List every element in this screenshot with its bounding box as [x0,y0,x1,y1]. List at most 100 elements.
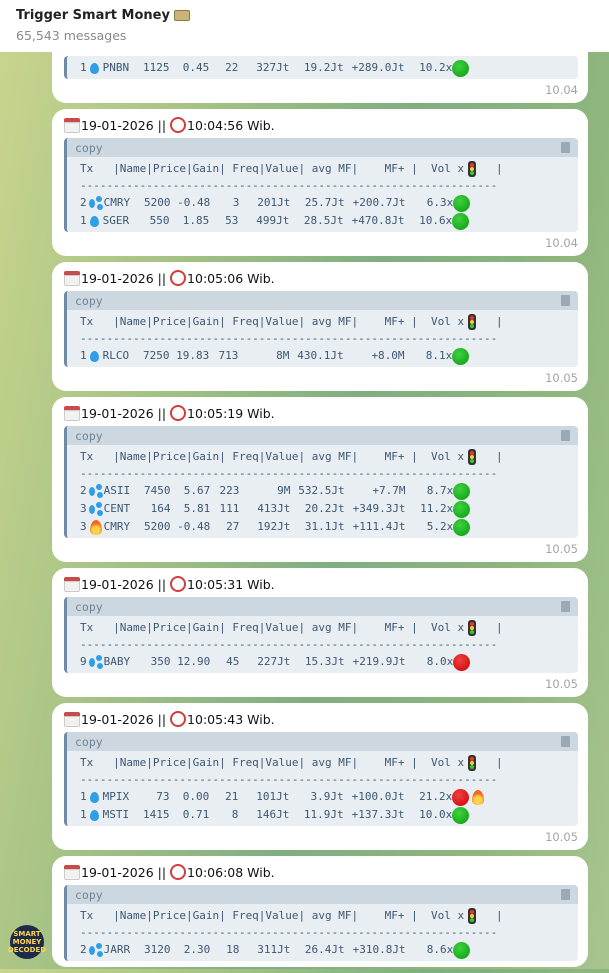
copy-bar[interactable]: copy [67,597,578,616]
copy-label: copy [75,599,103,614]
row-price: 350 [150,655,171,668]
copy-label: copy [75,887,103,902]
row-vol: 10.6x [419,214,453,227]
red-circle-icon [453,653,471,671]
table-row: 1 RLCO 7250 19.83 713 8M 430.1Jt +8.0M 8.1x [80,347,578,365]
row-mf: +349.3Jt [352,502,406,515]
row-mf: +289.0Jt [351,61,405,74]
calendar-icon [64,864,80,880]
row-gain: 0.71 [182,808,210,821]
row-freq: 3 [232,196,240,209]
row-tx: 2 [80,196,87,209]
droplet-icon [89,350,99,362]
table-header: Tx |Name|Price|Gain| Freq|Value| avg MF|… [80,907,578,925]
alarm-clock-icon [170,711,187,727]
copy-icon[interactable] [561,889,570,900]
row-name: CMRY [103,196,131,209]
message-time: 10.04 [545,83,578,97]
channel-avatar[interactable]: SMART MONEY DECODED [8,925,46,959]
copy-bar[interactable]: copy [67,138,578,157]
row-mf: +219.9Jt [352,655,406,668]
row-tx: 3 [80,502,87,515]
row-value: 8M [276,349,290,362]
droplet-icon [89,62,99,74]
header-text: Tx |Name|Price|Gain| Freq|Value| avg MF|… [80,756,465,769]
copy-bar[interactable]: copy [67,291,578,310]
table-header: Tx |Name|Price|Gain| Freq|Value| avg MF|… [80,313,578,331]
header-end: | [476,450,503,463]
code-block: copy Tx |Name|Price|Gain| Freq|Value| avg… [64,732,578,826]
row-tx: 3 [80,520,87,533]
header-end: | [476,162,503,175]
row-avg: 430.1Jt [297,349,344,362]
row-vol: 5.2x [426,520,454,533]
message-clock: 10:05:06 Wib. [187,270,275,286]
code-block: copy Tx |Name|Price|Gain| Freq|Value| avg… [64,597,578,673]
calendar-icon [64,405,80,421]
message-bubble: 19-01-2026 || 10:05:43 Wib. copy Tx |Name|… [52,703,588,850]
row-freq: 8 [231,808,239,821]
message-feed[interactable]: 1 PNBN 1125 0.45 22 327Jt 19.2Jt +289.0Jt 10.2x 1… [52,52,588,973]
message-date: 19-01-2026 || [81,711,167,727]
message-time: 10.05 [545,830,578,844]
row-tx: 1 [80,61,87,74]
row-price: 7450 [144,484,171,497]
message-clock: 10:04:56 Wib. [187,117,275,133]
copy-icon[interactable] [561,142,570,153]
row-tx: 1 [80,214,87,227]
row-value: 413Jt [257,502,291,515]
calendar-icon [64,711,80,727]
row-price: 1415 [143,808,170,821]
message-datetime: 19-01-2026 || 10:05:43 Wib. [64,710,578,728]
chat-title: Trigger Smart Money [16,8,170,23]
table-header: Tx |Name|Price|Gain| Freq|Value| avg MF|… [80,448,578,466]
code-block: copy Tx |Name|Price|Gain| Freq|Value| avg… [64,291,578,367]
table-header: Tx |Name|Price|Gain| Freq|Value| avg MF|… [80,619,578,637]
copy-icon[interactable] [561,736,570,747]
row-mf: +137.3Jt [351,808,405,821]
row-avg: 26.4Jt [304,943,345,956]
chat-header[interactable]: Trigger Smart Money 65,543 messages [0,0,609,52]
message-time: 10.05 [545,371,578,385]
copy-icon[interactable] [561,601,570,612]
code-content: 1 PNBN 1125 0.45 22 327Jt 19.2Jt +289.0Jt 10.2x [67,56,578,79]
row-value: 101Jt [256,790,290,803]
row-avg: 25.7Jt [304,196,345,209]
row-price: 5200 [144,520,171,533]
table-row: 1 MSTI 1415 0.71 8 146Jt 11.9Jt +137.3Jt 10.0x [80,806,578,824]
row-name: ASII [103,484,131,497]
copy-bar[interactable]: copy [67,426,578,445]
code-block: copy Tx |Name|Price|Gain| Freq|Value| avg… [64,885,578,961]
row-mf: +8.0M [371,349,405,362]
message-clock: 10:05:19 Wib. [187,405,275,421]
calendar-icon [64,270,80,286]
row-value: 227Jt [257,655,291,668]
message-clock: 10:05:43 Wib. [187,711,275,727]
row-vol: 21.2x [419,790,453,803]
copy-icon[interactable] [561,430,570,441]
message-bubble: 19-01-2026 || 10:05:31 Wib. copy Tx |Name|… [52,568,588,697]
alarm-clock-icon [170,117,187,133]
row-value: 311Jt [257,943,291,956]
sweat-droplets-icon [88,502,104,516]
message-date: 19-01-2026 || [81,270,167,286]
copy-bar[interactable]: copy [67,885,578,904]
message-time: 10.05 [545,542,578,556]
message-time: 10.04 [545,236,578,250]
copy-icon[interactable] [561,295,570,306]
table-header: Tx |Name|Price|Gain| Freq|Value| avg MF|… [80,754,578,772]
message-datetime: 19-01-2026 || 10:06:08 Wib. [64,863,578,881]
alarm-clock-icon [170,576,187,592]
code-block: 1 PNBN 1125 0.45 22 327Jt 19.2Jt +289.0Jt 10.2x [64,56,578,79]
row-value: 9M [277,484,291,497]
code-content: Tx |Name|Price|Gain| Freq|Value| avg MF|… [67,445,578,538]
green-circle-icon [453,941,471,959]
header-text: Tx |Name|Price|Gain| Freq|Value| avg MF|… [80,315,465,328]
row-name: CENT [103,502,131,515]
row-name: SGER [102,214,130,227]
copy-bar[interactable]: copy [67,732,578,751]
row-avg: 532.5Jt [298,484,345,497]
table-row: 1 PNBN 1125 0.45 22 327Jt 19.2Jt +289.0Jt 10.2x [80,59,578,77]
green-circle-icon [452,806,470,824]
sweat-droplets-icon [88,943,104,957]
